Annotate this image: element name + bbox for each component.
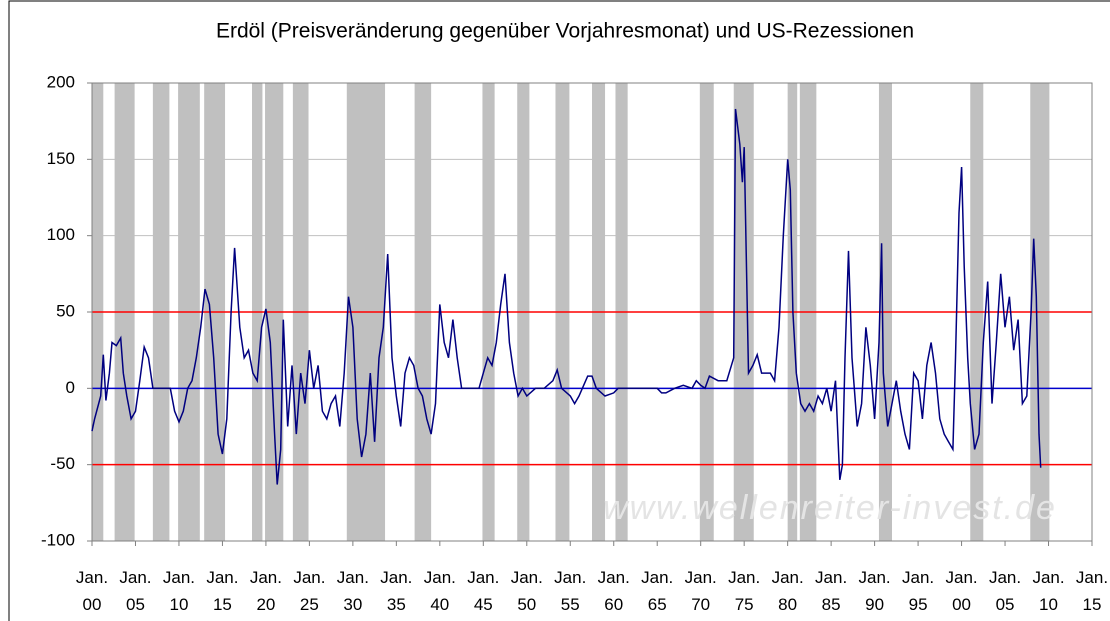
x-tick-label: Jan. 30 <box>336 568 369 614</box>
x-tick-label: Jan. 05 <box>988 568 1022 614</box>
x-tick-label: Jan. 10 <box>162 568 196 614</box>
chart-title: Erdöl (Preisveränderung gegenüber Vorjah… <box>216 20 914 43</box>
x-tick-label: Jan. 35 <box>380 568 413 614</box>
plot-frame <box>91 82 1093 542</box>
y-tick-label: -100 <box>41 530 75 549</box>
data-line <box>91 108 1042 485</box>
x-tick-label: Jan. 55 <box>554 568 587 614</box>
x-tick-label: Jan. 80 <box>771 568 804 614</box>
y-tick-label: 50 <box>56 301 75 320</box>
x-tick-label: Jan. 60 <box>597 568 630 614</box>
x-tick-label: Jan. 40 <box>423 568 456 614</box>
x-tick-label: Jan. 50 <box>510 568 543 614</box>
y-tick-label: 0 <box>66 378 75 397</box>
x-tick-label: Jan. 00 <box>75 568 109 614</box>
x-tick-label: Jan. 85 <box>815 568 848 614</box>
watermark: www.wellenreiter-invest.de <box>603 489 1057 527</box>
x-tick-label: Jan. 15 <box>1075 568 1109 614</box>
x-tick-label: Jan. 75 <box>728 568 761 614</box>
y-tick-label: -50 <box>50 454 75 473</box>
x-tick-label: Jan. 95 <box>902 568 935 614</box>
y-tick-label: 100 <box>47 225 75 244</box>
x-tick-label: Jan. 70 <box>684 568 717 614</box>
x-tick-label: Jan. 10 <box>1032 568 1065 614</box>
y-tick-label: 200 <box>47 72 75 91</box>
x-tick-label: Jan. 20 <box>249 568 282 614</box>
x-tick-label: Jan. 00 <box>945 568 978 614</box>
x-tick-label: Jan. 65 <box>641 568 674 614</box>
y-tick-label: 150 <box>47 149 75 168</box>
x-tick-label: Jan. 05 <box>119 568 152 614</box>
x-tick-label: Jan. 15 <box>206 568 239 614</box>
x-tick-label: Jan. 25 <box>293 568 326 614</box>
x-tick-label: Jan. 45 <box>467 568 500 614</box>
x-tick-label: Jan. 90 <box>858 568 891 614</box>
